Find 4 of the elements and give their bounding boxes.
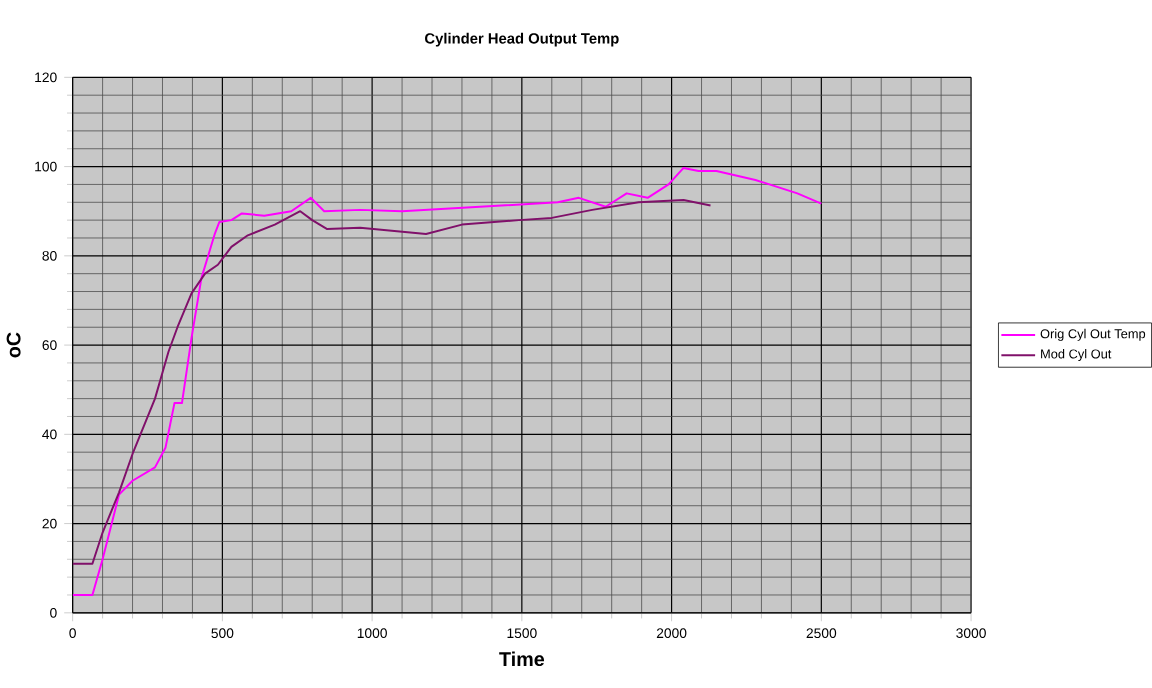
line-series bbox=[72, 166, 823, 596]
line-series bbox=[72, 198, 712, 565]
y-axis-title: oC bbox=[6, 332, 21, 358]
x-axis-title: Time bbox=[499, 651, 545, 667]
